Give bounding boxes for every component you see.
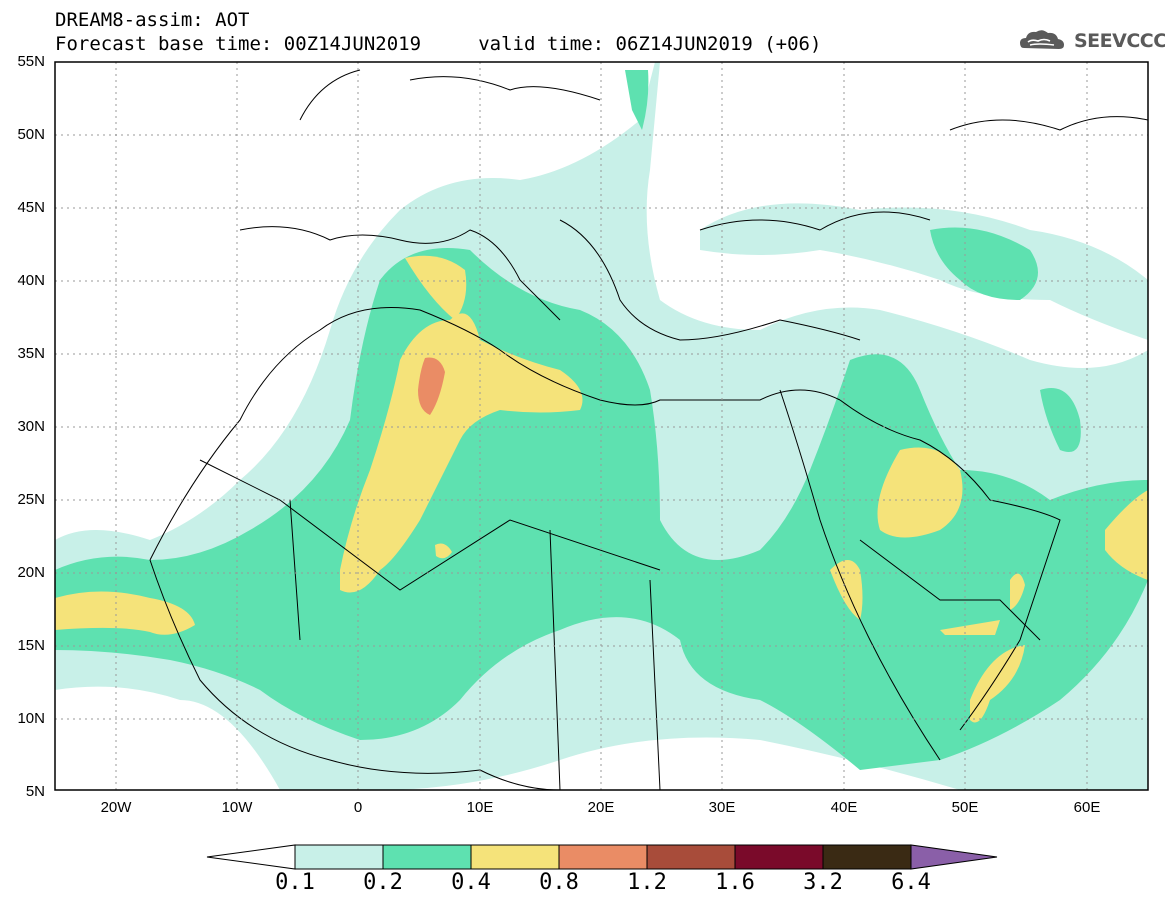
colorbar-low-arrow xyxy=(206,844,296,870)
colorbar-label: 6.4 xyxy=(891,870,931,895)
lat-label: 30N xyxy=(17,418,45,435)
colorbar-bin-2 xyxy=(382,844,472,870)
lat-label: 5N xyxy=(25,783,45,800)
forecast-time-line: Forecast base time: 00Z14JUN2019 valid t… xyxy=(55,33,822,55)
colorbar-bin-4 xyxy=(558,844,648,870)
colorbar-label: 1.6 xyxy=(715,870,755,895)
map-title: DREAM8-assim: AOT xyxy=(55,9,250,31)
lat-label: 40N xyxy=(17,272,45,289)
colorbar-label: 0.4 xyxy=(451,870,491,895)
colorbar-label: 0.2 xyxy=(363,870,403,895)
colorbar-label: 3.2 xyxy=(803,870,843,895)
lon-label: 10E xyxy=(466,799,494,816)
lat-label: 10N xyxy=(17,710,45,727)
colorbar-label: 1.2 xyxy=(627,870,667,895)
lon-label: 50E xyxy=(951,799,979,816)
lat-label: 55N xyxy=(17,53,45,70)
lat-label: 25N xyxy=(17,491,45,508)
lon-label: 20E xyxy=(587,799,615,816)
lon-label: 10W xyxy=(221,799,253,816)
colorbar-label: 0.8 xyxy=(539,870,579,895)
lat-label: 50N xyxy=(17,126,45,143)
coastlines xyxy=(149,69,1148,790)
lat-label: 45N xyxy=(17,199,45,216)
lat-label: 15N xyxy=(17,637,45,654)
lon-label: 60E xyxy=(1073,799,1101,816)
colorbar-bin-7 xyxy=(822,844,912,870)
lon-label: 30E xyxy=(708,799,736,816)
colorbar-bin-1 xyxy=(294,844,384,870)
lon-label: 0 xyxy=(353,799,363,816)
colorbar-bin-3 xyxy=(470,844,560,870)
map-frame xyxy=(54,61,1149,791)
lon-label: 40E xyxy=(830,799,858,816)
colorbar-label: 0.1 xyxy=(275,870,315,895)
colorbar-bin-6 xyxy=(734,844,824,870)
colorbar xyxy=(206,844,998,870)
cloud-icon xyxy=(1020,30,1064,49)
lon-label: 20W xyxy=(100,799,132,816)
lat-label: 20N xyxy=(17,564,45,581)
colorbar-bin-5 xyxy=(646,844,736,870)
logo-text: SEEVCCC xyxy=(1074,30,1165,52)
colorbar-high-arrow xyxy=(910,844,998,870)
aot-contours xyxy=(55,62,1148,790)
lat-label: 35N xyxy=(17,345,45,362)
graticule xyxy=(55,62,1148,790)
